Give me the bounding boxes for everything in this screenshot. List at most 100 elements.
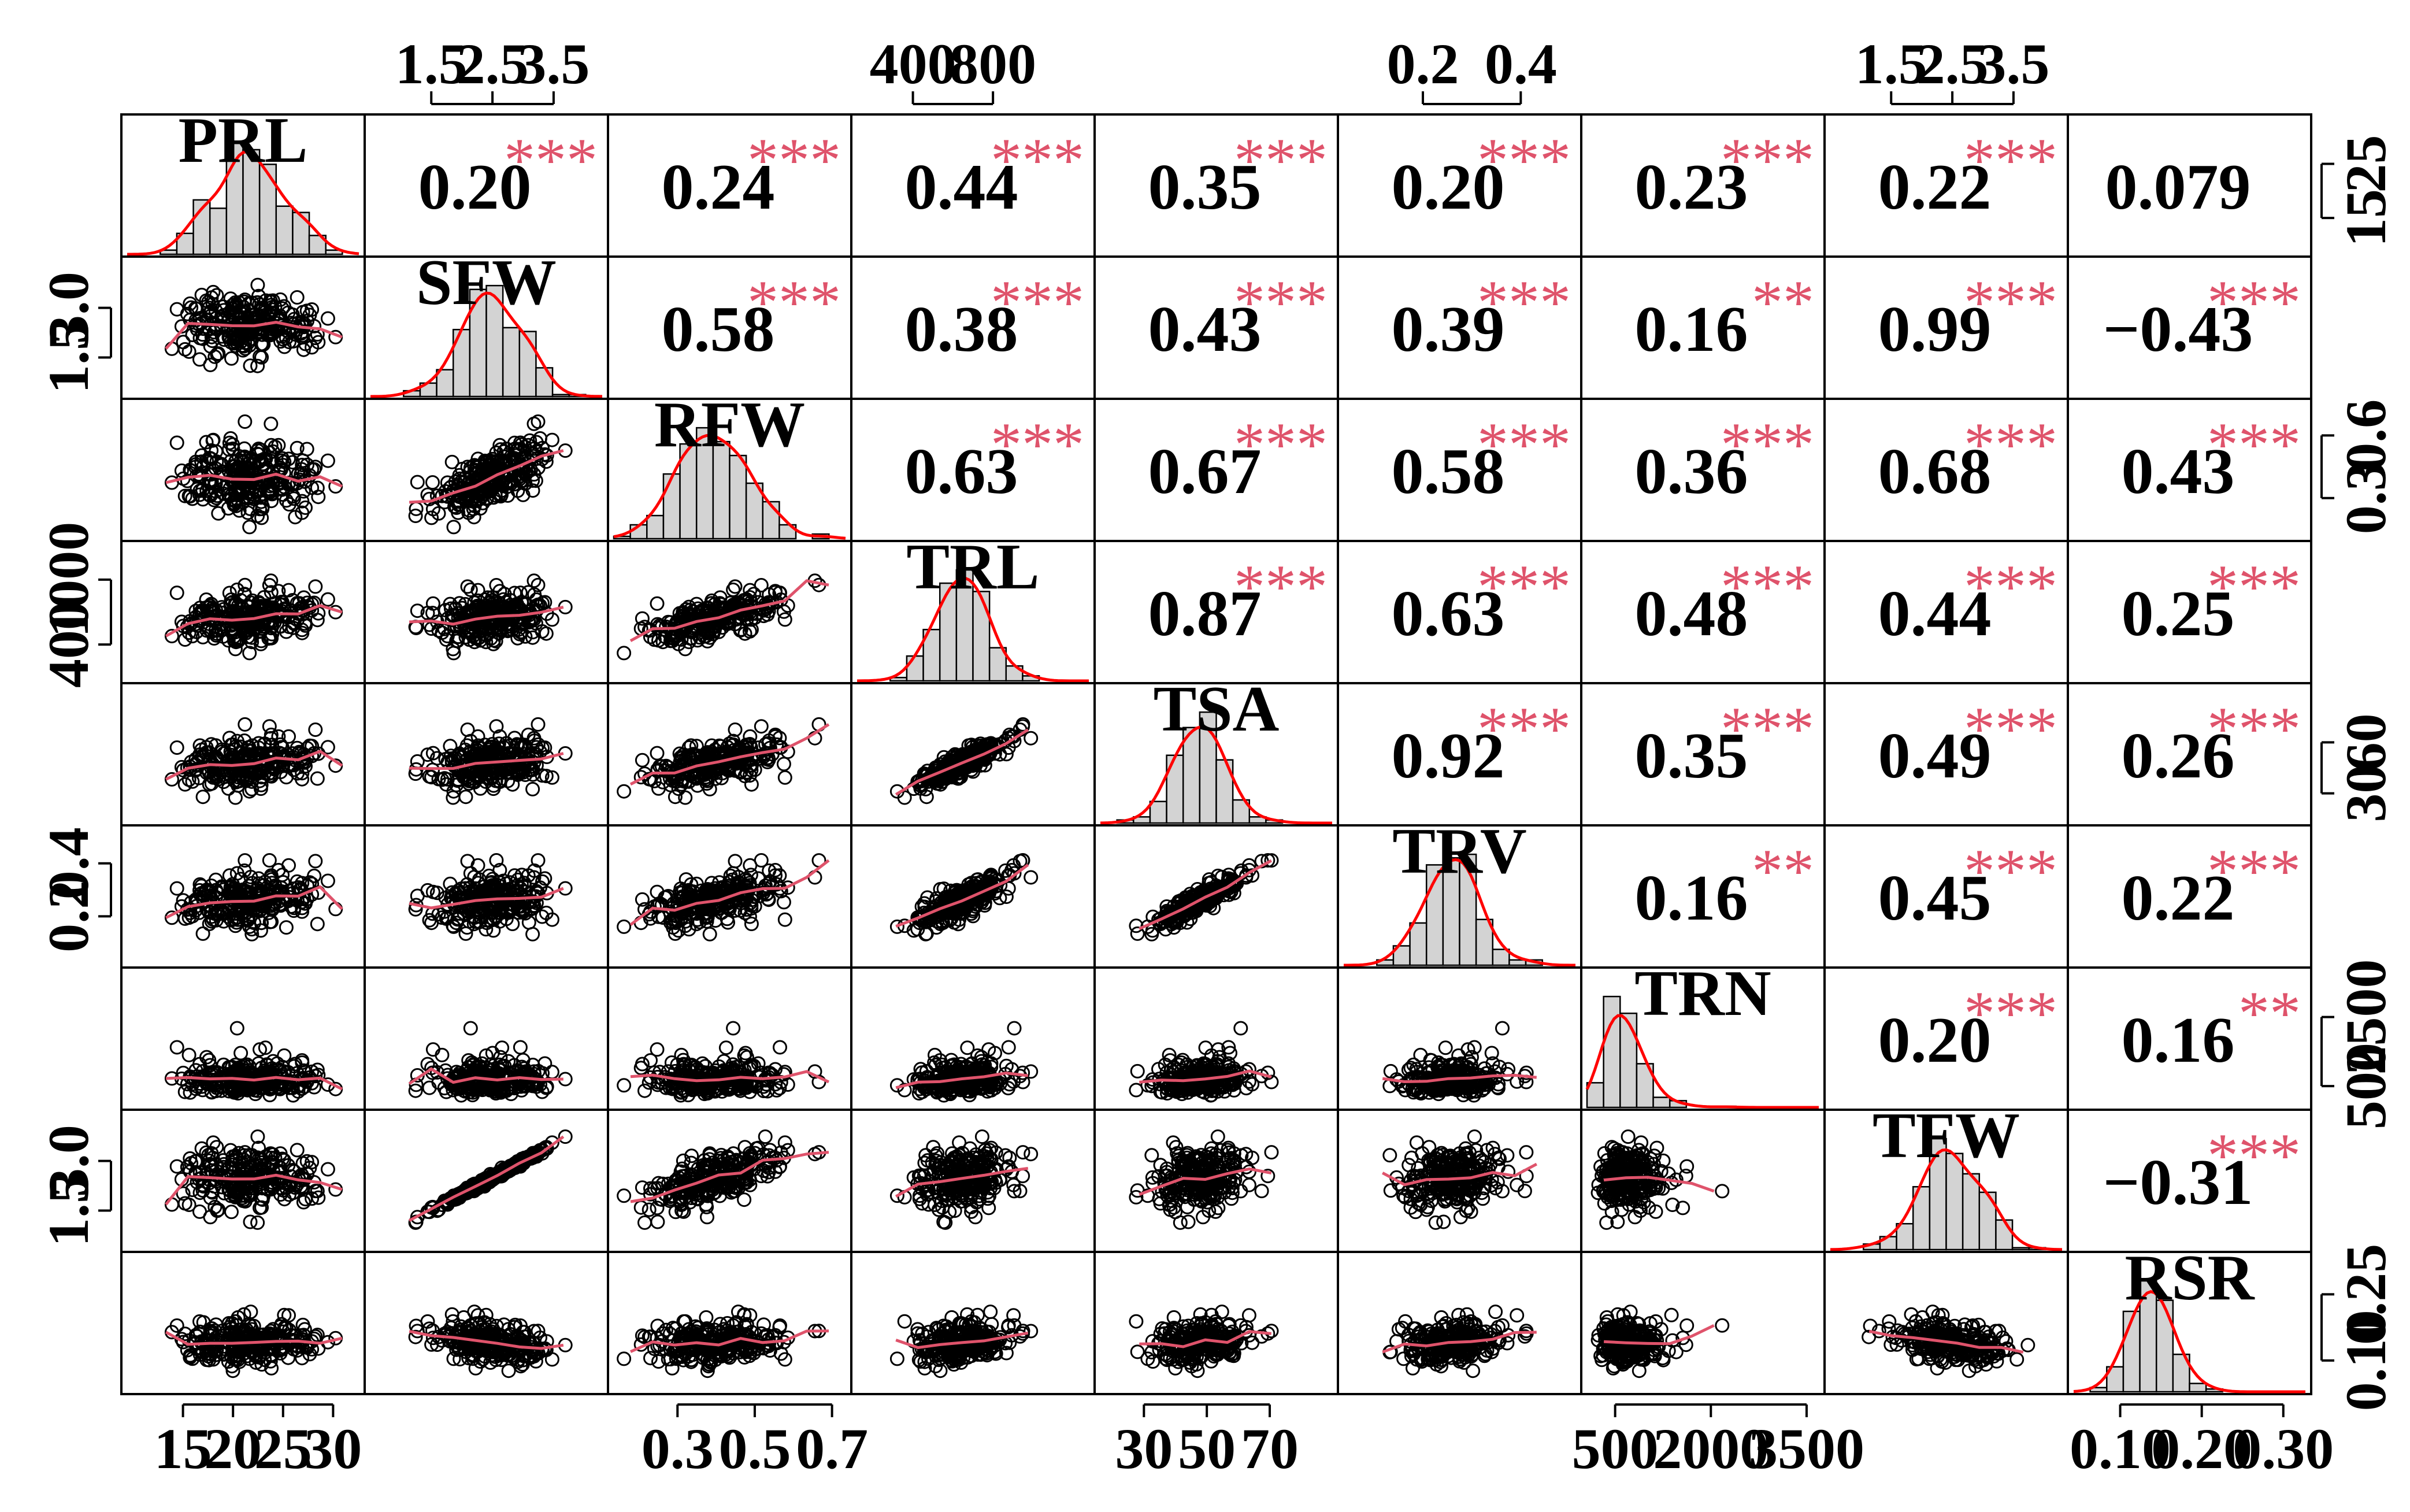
- cell-6-2: [364, 824, 609, 969]
- cell-5-3: [607, 682, 852, 827]
- histogram-bar: [906, 655, 924, 682]
- scatter-point: [169, 435, 184, 450]
- scatter-point: [320, 311, 335, 326]
- scatter-point: [518, 467, 533, 482]
- histogram-bar: [292, 212, 310, 255]
- scatter-point: [164, 475, 179, 490]
- scatter-point: [258, 312, 273, 327]
- scatter-point: [446, 520, 461, 535]
- scatter-point: [236, 451, 251, 465]
- scatter-point: [195, 926, 210, 941]
- scatter-point: [308, 579, 323, 594]
- scatter-point: [273, 481, 288, 496]
- variable-label: RFW: [654, 389, 805, 461]
- histogram-bar: [275, 205, 294, 255]
- scatter-point: [192, 331, 207, 346]
- scatter-point: [495, 1040, 510, 1055]
- scatter-point: [238, 414, 253, 429]
- histogram-bar: [695, 427, 714, 540]
- scatter-point: [164, 629, 179, 643]
- histogram-bar: [258, 164, 277, 255]
- scatter-point: [425, 596, 440, 611]
- scatter-point: [513, 443, 528, 458]
- variable-label: TRV: [1392, 816, 1527, 887]
- scatter-point: [199, 293, 214, 308]
- scatter-point: [635, 753, 650, 768]
- scatter-point: [650, 746, 665, 761]
- scatter-point: [169, 302, 184, 317]
- cell-1-1: PRL: [120, 105, 366, 258]
- cell-2-2: SFW: [364, 247, 609, 400]
- histogram-bar: [551, 394, 570, 398]
- cell-3-2: [364, 398, 609, 542]
- histogram-bar: [1409, 922, 1428, 966]
- scatter-point: [295, 625, 310, 640]
- scatter-point: [308, 331, 323, 346]
- histogram-bar: [679, 443, 698, 540]
- scatter-point: [210, 347, 225, 362]
- histogram-bar: [518, 331, 537, 398]
- scatter-point: [253, 502, 267, 517]
- cell-5-5: TSA: [1093, 673, 1339, 827]
- scatter-point: [265, 444, 280, 459]
- scatter-point: [777, 912, 792, 927]
- scatter-point: [281, 305, 296, 320]
- histogram-bar: [972, 591, 991, 682]
- scatter-point: [510, 483, 525, 498]
- scatter-point: [295, 494, 310, 509]
- scatter-point: [726, 1021, 741, 1036]
- scatter-point: [238, 717, 253, 732]
- scatter-point: [496, 444, 511, 459]
- scatter-point: [242, 338, 257, 353]
- scatter-point: [463, 1021, 478, 1036]
- scatter-point: [310, 613, 325, 628]
- histogram-bar: [1492, 948, 1510, 966]
- variable-label: SFW: [416, 247, 557, 318]
- scatter-point: [262, 578, 277, 592]
- scatter-point: [250, 277, 265, 292]
- scatter-point: [718, 1040, 733, 1055]
- scatter-point: [425, 475, 440, 490]
- scatter-point: [279, 920, 294, 935]
- scatter-point: [410, 475, 425, 490]
- scatter-point: [188, 454, 203, 469]
- scatter-point: [424, 510, 439, 525]
- scatter-point: [192, 352, 207, 367]
- scatter-point: [299, 442, 314, 457]
- scatter-point: [281, 451, 296, 466]
- scatter-point: [281, 335, 296, 350]
- scatter-point: [169, 585, 184, 601]
- cell-5-1: [120, 682, 366, 827]
- scatter-point: [302, 468, 317, 483]
- scatter-point: [243, 358, 258, 373]
- scatter-point: [453, 497, 468, 512]
- scatter-point: [209, 444, 224, 459]
- scatter-point: [650, 596, 665, 611]
- scatter-point: [1024, 870, 1039, 885]
- scatter-point: [493, 489, 508, 504]
- scatter-point: [480, 454, 495, 469]
- cell-6-3: [607, 824, 852, 969]
- scatter-point: [754, 719, 769, 734]
- cell-2-1: [120, 255, 366, 400]
- scatter-point: [190, 481, 205, 496]
- scatter-point: [320, 740, 335, 755]
- histogram-bar: [712, 440, 731, 540]
- scatter-point: [233, 1046, 249, 1061]
- histogram-bar: [242, 149, 261, 255]
- scatter-point: [308, 854, 323, 869]
- smooth-line: [409, 449, 564, 504]
- scatter-point: [296, 484, 311, 499]
- histogram-bar: [1149, 801, 1167, 824]
- histogram-bar: [308, 235, 327, 255]
- scatter-point: [199, 1050, 214, 1065]
- scatter-point: [224, 351, 239, 366]
- scatter-point: [777, 770, 792, 785]
- scatter-point: [287, 476, 302, 491]
- scatter-point: [224, 316, 239, 330]
- density-curve: [127, 150, 359, 256]
- cell-6-4: [850, 824, 1096, 969]
- scatter-point: [273, 292, 288, 307]
- scatter-point: [210, 488, 225, 503]
- scatter-point: [169, 1040, 184, 1055]
